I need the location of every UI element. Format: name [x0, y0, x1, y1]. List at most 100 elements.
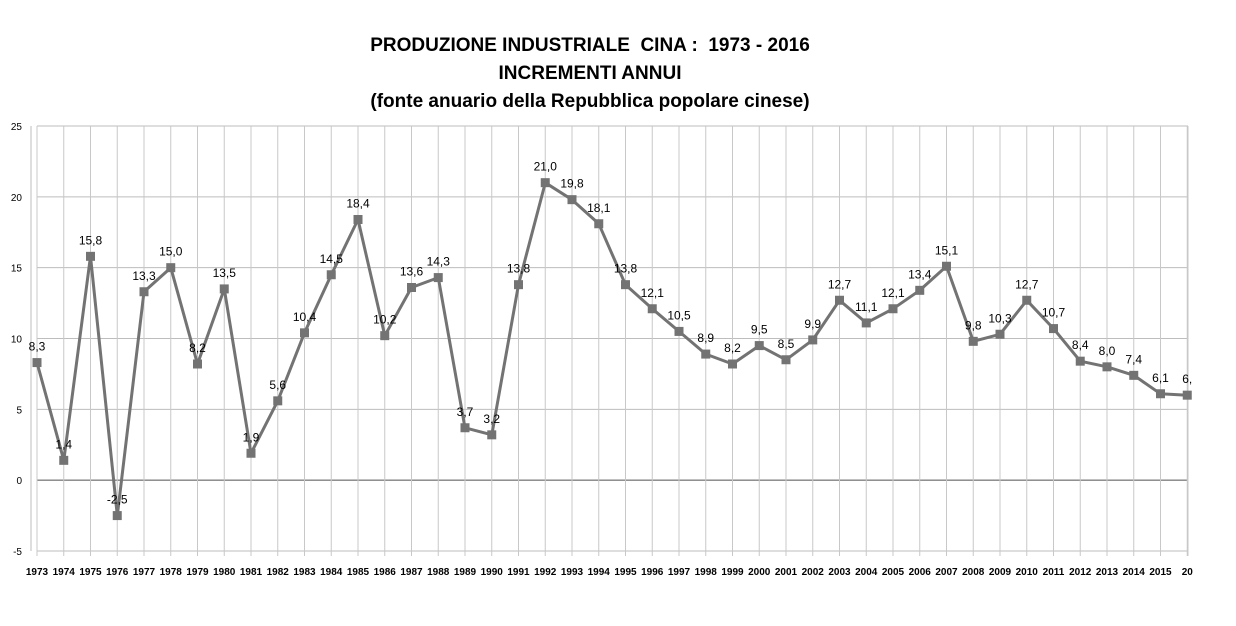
- data-label: 12,1: [641, 286, 665, 300]
- x-tick-label: 1975: [79, 567, 102, 578]
- x-tick-label: 2001: [775, 567, 798, 578]
- data-point-marker: [728, 359, 737, 369]
- series-line: [35, 181, 1188, 518]
- data-label: 13,5: [213, 266, 237, 280]
- y-axis-tick-labels: -5 0 5 10 15 20 25: [11, 122, 23, 558]
- data-point-marker: [540, 178, 550, 188]
- data-label: 10,3: [988, 311, 1012, 325]
- data-label: 13,3: [132, 269, 156, 283]
- data-point-marker: [139, 287, 149, 297]
- data-point-marker: [968, 336, 978, 346]
- data-point-marker: [808, 335, 818, 345]
- x-tick-label: 1978: [160, 567, 183, 578]
- y-tick-label: 5: [16, 405, 22, 416]
- x-tick-label: 1993: [561, 567, 584, 578]
- data-point-marker: [621, 280, 630, 290]
- data-point-marker: [1102, 362, 1112, 372]
- x-tick-label: 2014: [1123, 567, 1146, 578]
- x-tick-label: 1989: [454, 567, 477, 578]
- x-tick-label: 1974: [53, 567, 76, 578]
- data-label: -2,5: [107, 493, 128, 507]
- data-label: 10,7: [1042, 306, 1066, 320]
- x-tick-label: 1995: [614, 567, 637, 578]
- data-label: 18,1: [587, 201, 611, 215]
- chart-title-block: PRODUZIONE INDUSTRIALE CINA : 1973 - 201…: [0, 32, 1180, 116]
- data-point-marker: [1156, 389, 1165, 399]
- data-label: 12,7: [1015, 277, 1039, 291]
- vertical-gridlines: [36, 126, 1189, 556]
- data-point-marker: [300, 328, 309, 338]
- data-label: 10,2: [373, 313, 397, 327]
- y-tick-label: 0: [16, 476, 22, 487]
- data-point-marker: [567, 195, 577, 205]
- data-label: 19,8: [560, 177, 584, 191]
- x-axis-tick-labels: 1973 1974 1975 1976 1977 1978 1979 1980 1981 1982…: [26, 567, 1193, 578]
- data-label: 9,5: [751, 323, 768, 337]
- x-tick-label: 1980: [213, 567, 236, 578]
- chart-subtitle: INCREMENTI ANNUI: [498, 63, 682, 84]
- data-label: 8,4: [1072, 338, 1089, 352]
- x-tick-label: 2005: [882, 567, 905, 578]
- data-point-marker: [32, 358, 42, 368]
- data-label: 3,2: [483, 412, 500, 426]
- chart-source-note: (fonte anuario della Repubblica popolare…: [370, 91, 810, 112]
- x-tick-label: 1982: [267, 567, 290, 578]
- data-point-marker: [754, 341, 764, 351]
- data-label: 7,4: [1125, 352, 1142, 366]
- x-tick-label: 1979: [186, 567, 209, 578]
- data-point-marker: [326, 270, 336, 280]
- data-label: 10,4: [293, 310, 317, 324]
- data-point-marker: [273, 396, 283, 406]
- data-point-marker: [701, 349, 711, 359]
- data-labels: 8,3 1,4 15,8 -2,5 13,315,0 8,2 13,5 1,9 5,6 10,4 1…: [29, 160, 1193, 507]
- x-tick-label: 2004: [855, 567, 878, 578]
- x-tick-label: 2010: [1016, 567, 1039, 578]
- data-point-marker: [487, 430, 497, 440]
- data-point-marker: [407, 283, 416, 292]
- data-label: 13,4: [908, 267, 932, 281]
- x-tick-label: 1977: [133, 567, 156, 578]
- x-tick-label: 1988: [427, 567, 450, 578]
- data-point-marker: [888, 304, 898, 314]
- data-point-marker: [915, 285, 925, 295]
- data-point-marker: [1129, 370, 1139, 380]
- data-point-marker: [781, 355, 791, 365]
- data-label: 14,5: [320, 252, 344, 266]
- data-label: 11,1: [855, 300, 878, 314]
- x-tick-label: 1976: [106, 567, 129, 578]
- data-point-marker: [380, 331, 390, 341]
- x-tick-label: 20: [1182, 567, 1194, 578]
- data-point-marker: [647, 304, 657, 314]
- chart-title: PRODUZIONE INDUSTRIALE CINA : 1973 - 201…: [370, 35, 810, 56]
- data-label: 5,6: [269, 378, 286, 392]
- x-tick-label: 1987: [400, 567, 423, 578]
- data-point-marker: [514, 280, 523, 290]
- data-label: 18,4: [346, 197, 370, 211]
- data-point-marker: [1022, 295, 1032, 305]
- y-tick-label: 25: [11, 122, 23, 133]
- data-point-marker: [353, 215, 363, 224]
- data-label: 10,5: [667, 308, 691, 322]
- data-point-marker: [942, 261, 951, 271]
- data-label: 8,5: [778, 337, 795, 351]
- x-tick-label: 1997: [668, 567, 691, 578]
- x-tick-label: 1994: [588, 567, 611, 578]
- data-label: 15,1: [935, 243, 959, 257]
- data-label: 8,2: [189, 341, 206, 355]
- y-tick-label: 10: [11, 335, 23, 346]
- data-point-marker: [594, 219, 604, 229]
- data-label: 14,3: [427, 255, 451, 269]
- x-tick-label: 2011: [1043, 567, 1065, 578]
- data-point-marker: [112, 511, 122, 521]
- x-tick-label: 1985: [347, 567, 370, 578]
- x-tick-label: 1998: [695, 567, 718, 578]
- x-tick-label: 1991: [507, 567, 530, 578]
- x-tick-label: 1981: [240, 567, 263, 578]
- data-point-marker: [1049, 324, 1058, 334]
- data-label: 12,1: [881, 286, 905, 300]
- x-tick-label: 1992: [534, 567, 557, 578]
- data-label: 9,9: [804, 317, 821, 331]
- x-tick-label: 2013: [1096, 567, 1119, 578]
- data-point-marker: [433, 273, 443, 283]
